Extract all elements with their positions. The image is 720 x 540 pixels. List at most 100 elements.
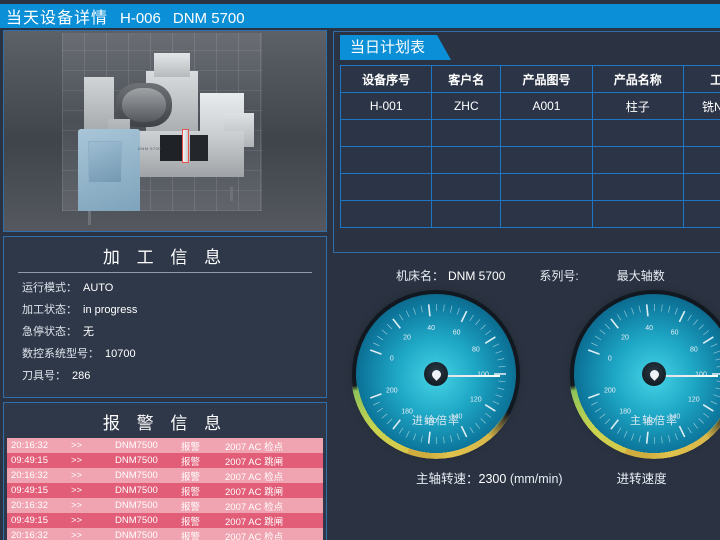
alarm-code: 2007 AC 跳闸: [225, 516, 284, 528]
alarm-time: 20:16:32: [11, 470, 48, 481]
alarm-code: 2007 AC 检点: [225, 471, 284, 483]
process-info-panel: 加 工 信 息 运行模式： AUTO 加工状态： in progress 急停状…: [3, 236, 327, 398]
info-label: 加工状态：: [22, 304, 77, 316]
gauge-spindle-override: 020406080100120140160180200主轴倍率: [569, 289, 720, 459]
alarm-row[interactable]: 09:49:15 >> DNM7500 报警 2007 AC 跳闸: [7, 453, 323, 468]
alarm-row[interactable]: 09:49:15 >> DNM7500 报警 2007 AC 跳闸: [7, 513, 323, 528]
alarm-code: 2007 AC 跳闸: [225, 486, 284, 498]
alarm-kind: 报警: [181, 501, 201, 513]
svg-text:180: 180: [619, 409, 631, 416]
gauge-hub: [424, 362, 448, 386]
machine-tool-holder: [182, 129, 189, 163]
alarm-info-title: 报 警 信 息: [102, 414, 228, 433]
alarm-row[interactable]: 20:16:32 >> DNM7500 报警 2007 AC 检点: [7, 438, 323, 453]
table-column-header: 产品图号: [500, 65, 593, 93]
tab-daily-plan[interactable]: 当日计划表: [340, 35, 451, 60]
page-title: 当天设备详情: [6, 10, 109, 27]
alarm-row[interactable]: 20:16:32 >> DNM7500 报警 2007 AC 检点: [7, 528, 323, 540]
alarm-row-list[interactable]: 20:16:32 >> DNM7500 报警 2007 AC 检点 09:49:15 >> D…: [7, 438, 323, 540]
table-cell: [431, 200, 502, 228]
alarm-device: DNM7500: [115, 440, 158, 451]
info-label: 数控系统型号：: [22, 348, 99, 360]
meta-serial-number: 系列号:: [539, 267, 582, 284]
machine-leg-left: [88, 209, 91, 225]
alarm-code: 2007 AC 跳闸: [225, 456, 284, 468]
table-cell: ZHC: [431, 92, 502, 120]
speed-unit: (mm/min): [509, 472, 563, 486]
alarm-arrow-icon: >>: [71, 440, 83, 451]
alarm-time: 09:49:15: [11, 485, 48, 496]
table-row-empty[interactable]: [339, 119, 720, 147]
alarm-info-panel: 报 警 信 息 20:16:32 >> DNM7500 报警 2007 AC 检点 09:…: [3, 402, 327, 540]
alarm-kind: 报警: [181, 456, 201, 468]
alarm-device: DNM7500: [115, 455, 158, 466]
process-info-row: 加工状态： in progress: [22, 301, 326, 317]
meta-label: 机床名：: [396, 269, 445, 283]
alarm-device: DNM7500: [115, 485, 158, 496]
meta-max-axes: 最大轴数: [617, 267, 669, 284]
table-head: 设备序号客户名产品图号产品名称工序计划数量: [339, 65, 720, 93]
table-cell: [682, 146, 720, 174]
info-value: AUTO: [83, 282, 114, 294]
daily-plan-panel: 当日计划表 设备序号客户名产品图号产品名称工序计划数量 H-001ZHCA001…: [333, 31, 720, 253]
process-info-row: 刀具号： 286: [22, 367, 326, 383]
svg-text:80: 80: [690, 347, 698, 354]
table-cell: [431, 119, 502, 147]
meta-machine-name: 机床名： DNM 5700: [396, 267, 505, 284]
svg-text:160: 160: [425, 418, 437, 425]
machine-window-right: [190, 135, 208, 161]
alarm-code: 2007 AC 检点: [225, 441, 284, 453]
table-cell: [500, 200, 593, 228]
alarm-device: DNM7500: [115, 500, 158, 511]
alarm-row[interactable]: 20:16:32 >> DNM7500 报警 2007 AC 检点: [7, 468, 323, 483]
table-cell: [682, 119, 720, 147]
table-cell: [591, 119, 684, 147]
table-row-empty[interactable]: [339, 200, 720, 228]
table-cell: [591, 200, 684, 228]
table-cell: [339, 146, 433, 174]
alarm-kind: 报警: [181, 516, 201, 528]
svg-text:20: 20: [403, 334, 411, 341]
gauge-group: 020406080100120140160180200进给倍率020406080…: [330, 284, 720, 459]
feed-speed-readout: 进转速度: [617, 468, 667, 487]
svg-text:200: 200: [604, 388, 616, 395]
right-column: 当日计划表 设备序号客户名产品图号产品名称工序计划数量 H-001ZHCA001…: [330, 28, 720, 487]
info-label: 刀具号：: [22, 370, 66, 382]
machine-meta-row: 机床名： DNM 5700 系列号: 最大轴数: [330, 253, 720, 284]
table-row[interactable]: H-001ZHCA001柱子铣N100: [339, 92, 720, 120]
table-header-row: 设备序号客户名产品图号产品名称工序计划数量: [339, 65, 720, 93]
speed-value: 2300: [478, 472, 507, 486]
alarm-row[interactable]: 20:16:32 >> DNM7500 报警 2007 AC 检点: [7, 498, 323, 513]
meta-label: 最大轴数: [616, 269, 665, 283]
info-value: 无: [83, 326, 94, 338]
alarm-arrow-icon: >>: [71, 455, 83, 466]
table-cell: [500, 173, 593, 201]
svg-text:200: 200: [386, 388, 398, 395]
meta-value: DNM 5700: [448, 269, 506, 283]
table-row-empty[interactable]: [339, 173, 720, 201]
svg-text:0: 0: [608, 355, 612, 362]
info-label: 急停状态：: [22, 326, 77, 338]
alarm-kind: 报警: [181, 441, 201, 453]
process-info-title: 加 工 信 息: [102, 248, 228, 267]
table-cell: 铣N100: [682, 92, 720, 120]
svg-text:40: 40: [645, 325, 653, 332]
table-cell: [500, 146, 593, 174]
info-value: 286: [72, 370, 91, 382]
table-row-empty[interactable]: [339, 146, 720, 174]
info-label: 运行模式：: [22, 282, 77, 294]
alarm-device: DNM7500: [115, 515, 158, 526]
alarm-row[interactable]: 09:49:15 >> DNM7500 报警 2007 AC 跳闸: [7, 483, 323, 498]
table-cell: [339, 200, 433, 228]
alarm-kind: 报警: [181, 486, 201, 498]
table-cell: [500, 119, 593, 147]
svg-text:140: 140: [451, 414, 463, 421]
alarm-time: 20:16:32: [11, 440, 48, 451]
table-column-header: 产品名称: [591, 65, 684, 93]
gauge-feed-override: 020406080100120140160180200进给倍率: [351, 289, 546, 459]
alarm-kind: 报警: [181, 471, 201, 483]
svg-text:80: 80: [472, 347, 480, 354]
table-column-header: 设备序号: [339, 65, 433, 93]
table-cell: 柱子: [591, 92, 684, 120]
